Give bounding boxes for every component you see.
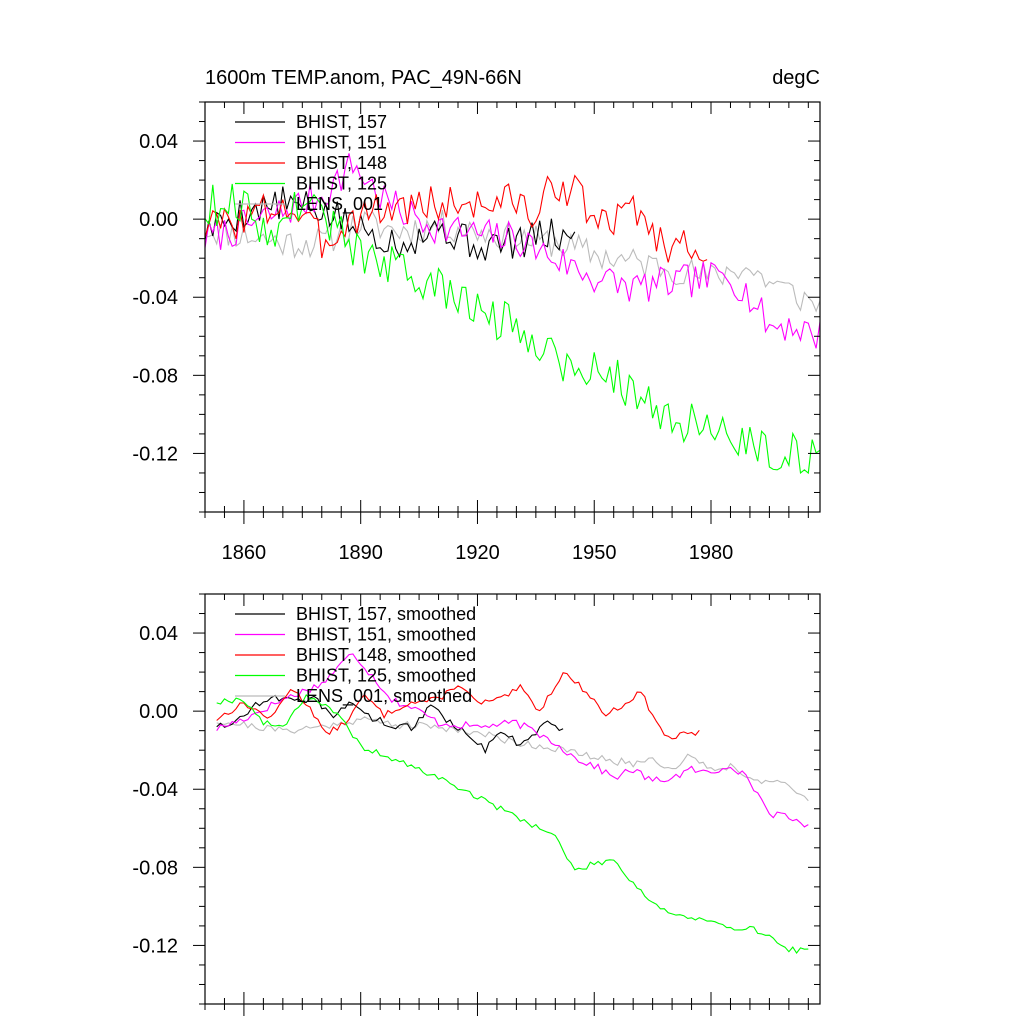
series-line-b148 bbox=[216, 672, 700, 740]
series-line-b157 bbox=[204, 186, 576, 261]
y-tick-label: -0.04 bbox=[132, 287, 178, 309]
y-tick-label: -0.08 bbox=[132, 365, 178, 387]
series-line-b125 bbox=[216, 693, 809, 954]
x-axis-ticks bbox=[204, 102, 809, 524]
series-line-lens bbox=[216, 716, 809, 802]
series-line-lens bbox=[204, 210, 821, 313]
series-line-b151 bbox=[216, 653, 809, 828]
series-line-b125 bbox=[204, 183, 821, 475]
legend-label-b148: BHIST, 148, smoothed bbox=[296, 645, 476, 665]
y-axis-ticks bbox=[193, 593, 820, 1005]
y-tick-label: 0.00 bbox=[139, 209, 178, 231]
chart-panel-1: 1860 1890 1920 1950 1980 0.04 0.00 -0.04 -0.08 -0… bbox=[132, 67, 821, 564]
x-axis-ticks bbox=[204, 594, 809, 1016]
x-tick-label: 1950 bbox=[572, 542, 617, 564]
y-tick-label: -0.12 bbox=[132, 443, 178, 465]
x-tick-label: 1980 bbox=[689, 542, 734, 564]
units-label: degC bbox=[772, 67, 820, 89]
legend-label-b151: BHIST, 151, smoothed bbox=[296, 625, 476, 645]
x-tick-label: 1890 bbox=[338, 542, 383, 564]
y-tick-label: -0.08 bbox=[132, 857, 178, 879]
legend-label-lens: LENS_001 bbox=[296, 194, 383, 215]
legend-label-b151: BHIST, 151 bbox=[296, 133, 387, 153]
chart-panel-2: 0.04 0.00 -0.04 -0.08 -0.12 BHIST, 157, smoot… bbox=[132, 593, 821, 1016]
legend-label-b125: BHIST, 125 bbox=[296, 174, 387, 194]
series-line-b148 bbox=[204, 174, 708, 263]
legend-label-b148: BHIST, 148 bbox=[296, 153, 387, 173]
legend-label-b157: BHIST, 157, smoothed bbox=[296, 604, 476, 624]
legend-label-b125: BHIST, 125, smoothed bbox=[296, 666, 476, 686]
x-tick-label: 1920 bbox=[455, 542, 500, 564]
y-tick-label: 0.04 bbox=[139, 623, 178, 645]
y-tick-label: -0.04 bbox=[132, 779, 178, 801]
plot-frame bbox=[204, 101, 821, 513]
y-axis-ticks bbox=[193, 101, 820, 513]
legend-label-lens: LENS_001, smoothed bbox=[296, 686, 472, 707]
legend-label-b157: BHIST, 157 bbox=[296, 112, 387, 132]
x-tick-label: 1860 bbox=[222, 542, 267, 564]
chart-title: 1600m TEMP.anom, PAC_49N-66N bbox=[205, 67, 522, 89]
plot-frame bbox=[204, 593, 821, 1005]
y-tick-label: 0.00 bbox=[139, 701, 178, 723]
y-tick-label: -0.12 bbox=[132, 935, 178, 957]
series-group bbox=[204, 153, 821, 475]
y-tick-label: 0.04 bbox=[139, 131, 178, 153]
